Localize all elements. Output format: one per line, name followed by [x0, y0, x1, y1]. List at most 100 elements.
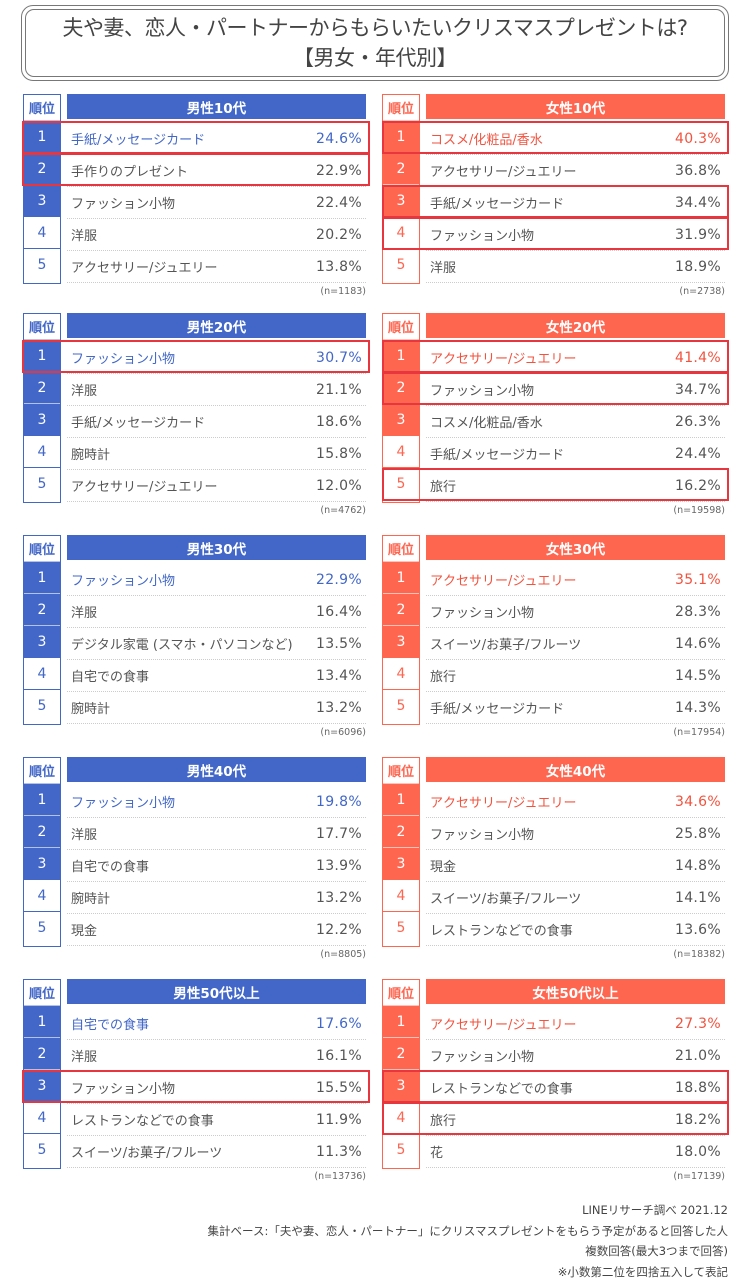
item-label: ファッション小物: [71, 1078, 175, 1097]
item-percentage: 17.6%: [316, 1016, 362, 1032]
item-percentage: 13.2%: [316, 890, 362, 906]
table-row: 洋服 16.4%: [67, 596, 366, 628]
item-percentage: 22.9%: [316, 163, 362, 179]
item-label: 腕時計: [71, 444, 110, 463]
item-percentage: 15.5%: [316, 1080, 362, 1096]
multiple-answer-note: 複数回答(最大3つまで回答): [208, 1241, 728, 1262]
table-row: アクセサリー/ジュエリー 36.8%: [426, 155, 725, 187]
table-row: スイーツ/お菓子/フルーツ 14.6%: [426, 628, 725, 660]
group-header: 男性40代: [67, 757, 366, 782]
rank-number: 5: [383, 689, 419, 721]
sample-size: (n=8805): [320, 949, 366, 960]
rank-number: 4: [24, 435, 60, 467]
item-percentage: 15.8%: [316, 446, 362, 462]
rank-number: 1: [24, 783, 60, 815]
table-row: 花 18.0%: [426, 1136, 725, 1168]
rank-number: 2: [24, 152, 60, 184]
table-row: アクセサリー/ジュエリー 12.0%: [67, 470, 366, 502]
rank-number: 5: [24, 1133, 60, 1165]
table-row: 旅行 18.2%: [426, 1104, 725, 1136]
item-label: ファッション小物: [430, 225, 534, 244]
sample-size: (n=2738): [679, 286, 725, 297]
table-row: スイーツ/お菓子/フルーツ 14.1%: [426, 882, 725, 914]
item-percentage: 24.4%: [675, 446, 721, 462]
rank-number: 3: [383, 625, 419, 657]
item-percentage: 13.8%: [316, 259, 362, 275]
item-label: 自宅での食事: [71, 856, 149, 875]
item-percentage: 11.9%: [316, 1112, 362, 1128]
rank-number: 1: [24, 120, 60, 152]
sample-size: (n=19598): [673, 505, 725, 516]
item-percentage: 14.3%: [675, 700, 721, 716]
table-row: 手紙/メッセージカード 18.6%: [67, 406, 366, 438]
item-label: アクセサリー/ジュエリー: [430, 570, 576, 589]
item-percentage: 18.6%: [316, 414, 362, 430]
item-label: ファッション小物: [71, 570, 175, 589]
group-header: 女性40代: [426, 757, 725, 782]
rank-number: 4: [24, 1101, 60, 1133]
table-row: ファッション小物 31.9%: [426, 219, 725, 251]
item-percentage: 16.1%: [316, 1048, 362, 1064]
item-label: スイーツ/お菓子/フルーツ: [71, 1142, 222, 1161]
rank-number: 5: [383, 248, 419, 280]
ranking-rows: アクセサリー/ジュエリー 34.6% ファッション小物 25.8% 現金 14.…: [426, 786, 725, 946]
item-percentage: 28.3%: [675, 604, 721, 620]
item-label: 腕時計: [71, 698, 110, 717]
item-percentage: 21.1%: [316, 382, 362, 398]
item-percentage: 36.8%: [675, 163, 721, 179]
item-label: ファッション小物: [430, 380, 534, 399]
rank-number: 4: [24, 879, 60, 911]
rank-number: 2: [24, 371, 60, 403]
item-percentage: 11.3%: [316, 1144, 362, 1160]
item-label: ファッション小物: [430, 1046, 534, 1065]
rank-number: 5: [24, 689, 60, 721]
item-percentage: 14.5%: [675, 668, 721, 684]
item-percentage: 26.3%: [675, 414, 721, 430]
item-percentage: 13.5%: [316, 636, 362, 652]
rank-number: 5: [383, 467, 419, 499]
item-percentage: 34.4%: [675, 195, 721, 211]
item-percentage: 12.2%: [316, 922, 362, 938]
item-percentage: 16.4%: [316, 604, 362, 620]
item-percentage: 25.8%: [675, 826, 721, 842]
item-percentage: 16.2%: [675, 478, 721, 494]
table-row: 手作りのプレゼント 22.9%: [67, 155, 366, 187]
item-label: ファッション小物: [71, 348, 175, 367]
item-label: 腕時計: [71, 888, 110, 907]
item-label: デジタル家電 (スマホ・パソコンなど): [71, 634, 293, 653]
item-label: アクセサリー/ジュエリー: [430, 348, 576, 367]
table-row: 旅行 14.5%: [426, 660, 725, 692]
item-label: 手紙/メッセージカード: [430, 698, 564, 717]
rank-number: 3: [24, 625, 60, 657]
ranking-rows: ファッション小物 19.8% 洋服 17.7% 自宅での食事 13.9% 腕時計…: [67, 786, 366, 946]
rank-header: 順位: [383, 95, 419, 120]
item-label: スイーツ/お菓子/フルーツ: [430, 888, 581, 907]
table-row: スイーツ/お菓子/フルーツ 11.3%: [67, 1136, 366, 1168]
sample-size: (n=4762): [320, 505, 366, 516]
rank-number: 1: [383, 1005, 419, 1037]
table-row: 自宅での食事 13.9%: [67, 850, 366, 882]
item-label: ファッション小物: [71, 193, 175, 212]
item-percentage: 34.7%: [675, 382, 721, 398]
table-row: ファッション小物 15.5%: [67, 1072, 366, 1104]
table-row: 洋服 20.2%: [67, 219, 366, 251]
item-label: 花: [430, 1142, 443, 1161]
table-row: ファッション小物 30.7%: [67, 342, 366, 374]
item-label: 旅行: [430, 476, 456, 495]
sample-size: (n=1183): [320, 286, 366, 297]
table-row: 自宅での食事 13.4%: [67, 660, 366, 692]
ranking-rows: アクセサリー/ジュエリー 41.4% ファッション小物 34.7% コスメ/化粧…: [426, 342, 725, 502]
rank-header: 順位: [24, 314, 60, 339]
table-row: 洋服 16.1%: [67, 1040, 366, 1072]
item-label: アクセサリー/ジュエリー: [430, 1014, 576, 1033]
rank-header: 順位: [383, 758, 419, 783]
rank-number: 1: [24, 561, 60, 593]
rank-number: 1: [383, 561, 419, 593]
title-box: 夫や妻、恋人・パートナーからもらいたいクリスマスプレゼントは? 【男女・年代別】: [21, 5, 729, 81]
